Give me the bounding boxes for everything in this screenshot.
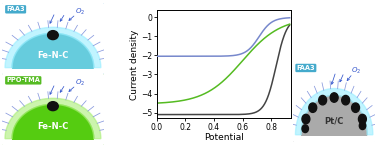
Text: FAA3: FAA3 <box>296 65 315 71</box>
FancyBboxPatch shape <box>0 2 105 75</box>
Polygon shape <box>5 27 101 68</box>
Circle shape <box>359 122 366 130</box>
FancyBboxPatch shape <box>292 59 376 143</box>
Circle shape <box>352 103 359 112</box>
Text: PPO-TMA: PPO-TMA <box>6 77 40 83</box>
Text: FAA3: FAA3 <box>6 6 25 12</box>
Polygon shape <box>12 104 94 139</box>
Text: $O_2$: $O_2$ <box>351 66 361 77</box>
X-axis label: Potential: Potential <box>204 133 244 142</box>
Circle shape <box>302 114 310 124</box>
Y-axis label: Current density: Current density <box>130 29 139 100</box>
Circle shape <box>302 125 308 133</box>
Text: Fe-N-C: Fe-N-C <box>37 122 69 131</box>
Polygon shape <box>5 98 101 139</box>
Text: Fe-N-C: Fe-N-C <box>37 51 69 60</box>
Text: Pt/C: Pt/C <box>324 116 344 125</box>
Circle shape <box>330 93 338 102</box>
Polygon shape <box>296 89 373 135</box>
Text: $O_2$: $O_2$ <box>75 7 85 17</box>
FancyBboxPatch shape <box>0 73 105 146</box>
Text: $O_2$: $O_2$ <box>75 78 85 89</box>
Circle shape <box>48 31 58 40</box>
Circle shape <box>48 102 58 111</box>
Circle shape <box>342 95 350 105</box>
Circle shape <box>358 114 366 124</box>
Polygon shape <box>301 95 367 135</box>
Polygon shape <box>12 33 94 68</box>
Circle shape <box>309 103 317 112</box>
Circle shape <box>319 95 327 105</box>
